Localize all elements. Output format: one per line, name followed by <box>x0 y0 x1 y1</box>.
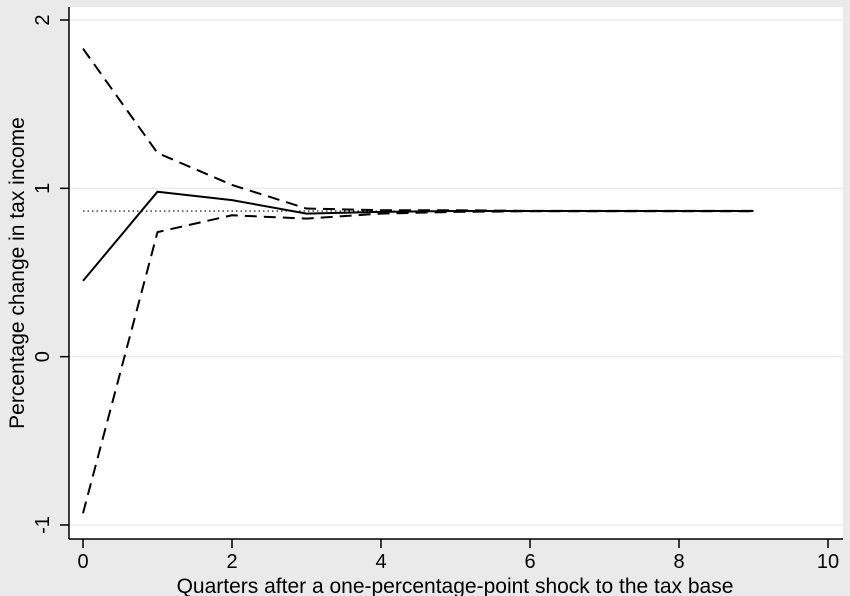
y-axis-title: Percentage change in tax income <box>6 117 29 429</box>
x-tick-label: 4 <box>375 551 386 573</box>
axes: -1 0 1 2 0 2 4 6 8 10 <box>32 7 843 573</box>
y-tick-label: 0 <box>32 351 54 362</box>
lower-bound-line <box>82 210 754 514</box>
y-tick-label: 1 <box>32 183 54 194</box>
series-lines <box>82 48 754 514</box>
x-axis-title: Quarters after a one-percentage-point sh… <box>177 575 734 596</box>
x-tick-label: 6 <box>524 551 535 573</box>
y-tick-label: -1 <box>32 516 54 534</box>
x-tick-label: 10 <box>817 551 839 573</box>
estimate-line <box>82 190 754 282</box>
plot-area <box>69 7 843 539</box>
x-tick-label: 2 <box>226 551 237 573</box>
y-tick-label: 2 <box>32 14 54 25</box>
x-tick-label: 8 <box>673 551 684 573</box>
upper-bound-line <box>82 48 754 212</box>
grid-lines <box>69 19 843 526</box>
x-tick-label: 0 <box>77 551 88 573</box>
